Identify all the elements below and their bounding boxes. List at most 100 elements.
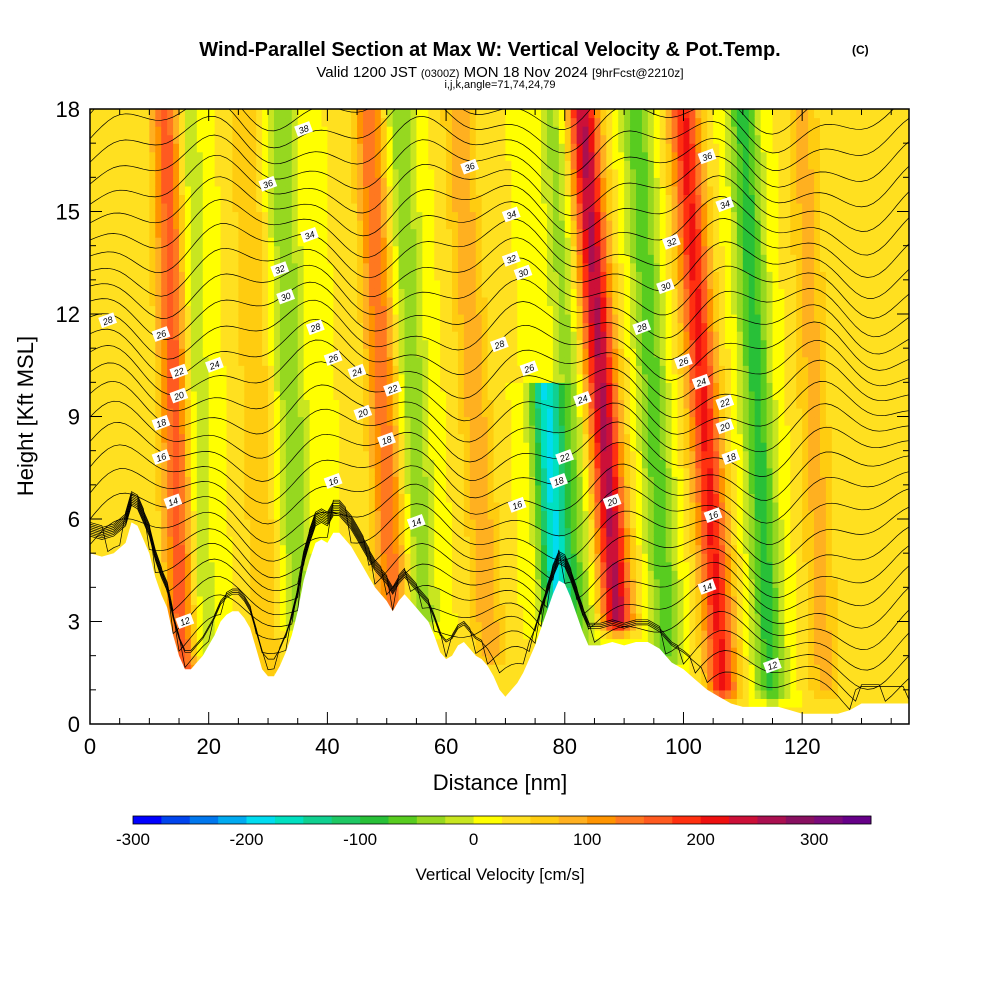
contour-label: 24: [573, 391, 592, 407]
contour-label: 20: [353, 404, 373, 421]
chart-title: Wind-Parallel Section at Max W: Vertical…: [199, 39, 780, 61]
colorbar-label: Vertical Velocity [cm/s]: [415, 865, 584, 884]
contour-label: 18: [721, 449, 741, 465]
x-tick-label: 20: [196, 734, 220, 759]
colorbar-tick-label: 0: [469, 830, 478, 849]
colorbar-swatch: [189, 816, 219, 824]
theta-contour: [90, 494, 909, 616]
contour-label: 32: [270, 261, 290, 278]
colorbar-tick-label: 100: [573, 830, 601, 849]
contour-label: 18: [549, 473, 569, 489]
y-tick-label: 12: [56, 302, 80, 327]
contour-label: 12: [762, 657, 782, 674]
colorbar-tick-label: 300: [800, 830, 828, 849]
theta-contour: [90, 109, 895, 154]
theta-contour: [90, 496, 909, 630]
colorbar-swatch: [785, 816, 815, 824]
x-tick-label: 40: [315, 734, 339, 759]
theta-contour: [90, 299, 909, 361]
colorbar-swatch: [672, 816, 702, 824]
contour-label: 30: [656, 278, 675, 295]
contour-label: 28: [305, 319, 325, 336]
colorbar-swatch: [161, 816, 191, 824]
contour-label: 36: [258, 175, 278, 192]
colorbar-swatch: [587, 816, 616, 824]
colorbar-swatch: [530, 816, 560, 824]
contour-label: 28: [98, 312, 118, 329]
chart-subtitle-indices: i,j,k,angle=71,74,24,79: [444, 79, 555, 91]
contour-label: 16: [323, 473, 343, 489]
colorbar-swatch: [331, 816, 361, 824]
contour-label: 14: [163, 493, 183, 510]
contour-label: 14: [697, 578, 717, 595]
contour-label: 34: [300, 227, 319, 243]
theta-contour: [90, 257, 909, 319]
colorbar-swatch: [615, 816, 645, 824]
contour-label: 28: [489, 336, 509, 353]
contour-label: 32: [662, 233, 681, 250]
colorbar-tick-label: -100: [343, 830, 377, 849]
subtitle-valid: Valid 1200 JST: [316, 64, 416, 81]
contour-label: 22: [169, 363, 189, 380]
theta-contour: [90, 491, 909, 584]
potential-temperature-contours: [90, 109, 909, 711]
contour-label: 12: [175, 613, 195, 629]
theta-contour: [90, 497, 909, 650]
contour-label: 22: [715, 394, 735, 411]
theta-contour: [90, 154, 909, 216]
contour-label: 18: [377, 432, 396, 448]
colorbar-swatch: [388, 816, 418, 824]
colorbar-swatch: [814, 816, 844, 824]
contour-label: 24: [347, 363, 367, 380]
theta-contour: [90, 339, 909, 400]
terrain-mask: [90, 522, 909, 724]
x-tick-label: 100: [665, 734, 702, 759]
theta-contour: [90, 499, 909, 671]
theta-contour: [90, 115, 909, 176]
colorbar-swatch: [360, 816, 389, 824]
contour-label: 30: [513, 264, 533, 281]
x-tick-label: 0: [84, 734, 96, 759]
contour-label: 14: [406, 514, 426, 530]
theta-contour: [90, 380, 909, 443]
colorbar-swatch: [558, 816, 588, 824]
subtitle-zulu: (0300Z): [421, 68, 460, 80]
contour-label: 24: [205, 356, 224, 373]
contour-label: 36: [697, 148, 717, 165]
theta-contour: [90, 400, 909, 463]
colorbar-swatch: [842, 816, 872, 824]
theta-contour: [90, 237, 909, 299]
colorbar-swatch: [502, 816, 531, 824]
contour-label: 16: [151, 449, 171, 465]
contour-label: 20: [602, 493, 622, 510]
x-tick-label: 120: [784, 734, 821, 759]
theta-contour: [90, 504, 909, 711]
contour-label: 38: [294, 121, 313, 137]
contour-label: 30: [276, 288, 296, 305]
x-tick-label: 80: [553, 734, 577, 759]
contour-label: 26: [151, 326, 171, 342]
y-tick-label: 0: [68, 712, 80, 737]
theta-contour: [90, 196, 909, 258]
theta-contour: [90, 441, 909, 504]
contour-label: 22: [383, 380, 402, 397]
contour-label: 20: [169, 387, 189, 404]
colorbar-swatch: [303, 816, 333, 824]
theta-contour: [90, 359, 909, 422]
colorbar-swatch: [700, 816, 730, 824]
theta-contour: [90, 501, 909, 690]
copyright-mark: (C): [852, 43, 869, 57]
y-axis-label: Height [Kft MSL]: [13, 336, 38, 496]
y-tick-label: 6: [68, 507, 80, 532]
theta-contour: [90, 134, 909, 197]
colorbar-swatch: [218, 816, 247, 824]
terrain-shape: [90, 522, 909, 724]
contour-label: 26: [673, 353, 693, 370]
theta-contour: [90, 109, 809, 135]
contour-label: 22: [555, 449, 575, 465]
colorbar-swatch: [643, 816, 673, 824]
y-tick-label: 9: [68, 405, 80, 430]
x-axis-label: Distance [nm]: [433, 770, 568, 795]
contour-label: 34: [715, 196, 735, 213]
